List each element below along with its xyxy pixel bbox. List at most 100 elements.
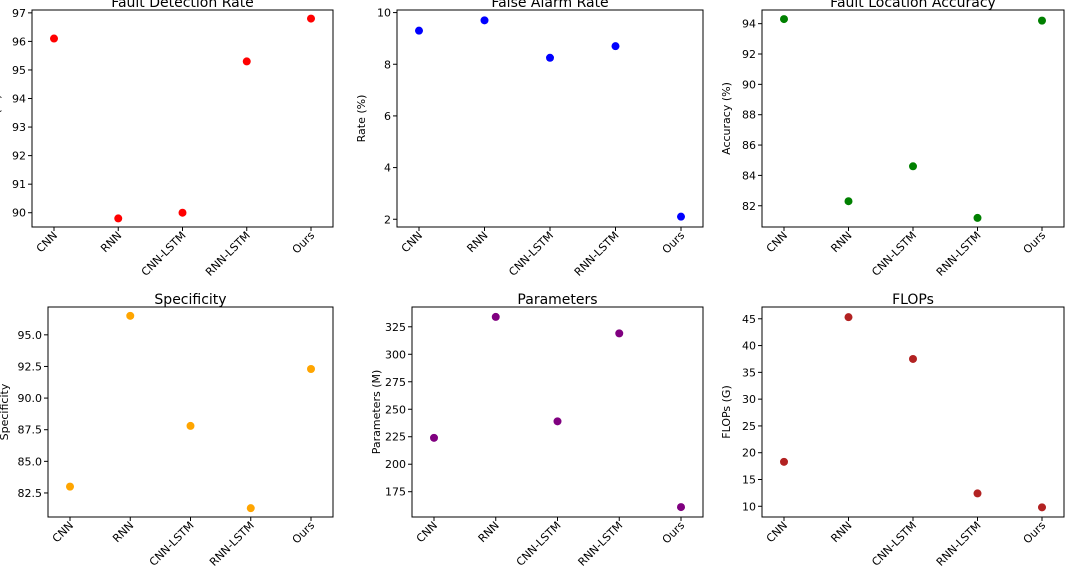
data-point (677, 212, 685, 221)
y-tick-label: 20 (742, 447, 756, 460)
y-axis-label: Specificity (0, 383, 11, 440)
y-tick-label: 25 (742, 420, 756, 433)
y-tick-label: 92 (12, 150, 26, 163)
y-tick-label: 92 (742, 48, 756, 61)
data-point (415, 26, 423, 35)
y-tick-label: 94 (742, 18, 756, 31)
data-point (186, 421, 195, 430)
data-point (553, 417, 562, 426)
x-tick-label: RNN-LSTM (934, 519, 984, 569)
chart-title: Fault Detection Rate (111, 0, 254, 11)
x-tick-label: RNN-LSTM (576, 519, 626, 569)
y-tick-label: 300 (385, 348, 406, 361)
y-axis-label: Parameters (M) (370, 370, 383, 455)
y-tick-label: 90 (12, 207, 26, 220)
data-point (430, 433, 438, 442)
y-tick-label: 87.5 (18, 424, 43, 437)
x-tick-label: RNN-LSTM (203, 229, 253, 279)
data-point (114, 214, 123, 223)
data-point (611, 42, 620, 51)
y-tick-label: 2 (384, 213, 391, 226)
x-tick-label: Ours (1021, 229, 1049, 257)
x-tick-label: CNN-LSTM (869, 519, 919, 569)
y-tick-label: 8 (384, 58, 391, 71)
y-tick-label: 90 (742, 78, 756, 91)
axes-frame (761, 9, 1065, 228)
y-tick-label: 90.0 (18, 392, 43, 405)
x-tick-label: RNN (464, 229, 490, 255)
x-tick-label: CNN (34, 229, 60, 255)
data-point (973, 213, 982, 222)
y-tick-label: 94 (12, 93, 26, 106)
x-tick-label: RNN (98, 229, 124, 255)
data-point (780, 15, 788, 24)
x-tick-label: CNN-LSTM (869, 229, 919, 279)
y-tick-label: 15 (742, 474, 756, 487)
x-tick-label: RNN-LSTM (207, 519, 257, 569)
x-tick-label: CNN-LSTM (506, 229, 556, 279)
y-axis-label: FLOPs (G) (720, 385, 733, 439)
data-point (66, 482, 74, 491)
y-tick-label: 35 (742, 366, 756, 379)
data-point (780, 457, 788, 466)
chart-title: Specificity (154, 292, 226, 308)
axes-frame (761, 306, 1065, 518)
y-tick-label: 325 (385, 321, 406, 334)
x-tick-label: RNN (110, 519, 136, 545)
y-tick-label: 4 (384, 162, 391, 175)
data-point (973, 489, 982, 498)
y-axis-label: Rate (%) (0, 95, 3, 143)
subplot-3: Specificity 82.5 85.0 87.5 90.0 92.5 95.0 Speci… (0, 292, 334, 569)
data-point (677, 503, 685, 512)
subplot-5: FLOPs 10 15 20 25 30 35 40 45 FLOPs (G) CNN RNN CNN-… (720, 292, 1065, 569)
y-tick-label: 88 (742, 109, 756, 122)
y-axis-label: Accuracy (%) (720, 82, 733, 155)
x-tick-label: RNN (828, 519, 854, 545)
data-point (307, 364, 315, 373)
subplot-2: Fault Location Accuracy 82 84 86 88 90 92 94 Acc… (720, 0, 1065, 279)
y-tick-label: 84 (742, 169, 756, 182)
y-tick-label: 96 (12, 35, 26, 48)
chart-title: Parameters (517, 292, 597, 308)
y-tick-label: 10 (377, 7, 391, 20)
y-tick-label: 92.5 (18, 360, 43, 373)
axes-frame (31, 9, 334, 228)
axes-frame (396, 9, 704, 228)
y-tick-label: 93 (12, 121, 26, 134)
y-tick-label: 82.5 (18, 487, 43, 500)
x-tick-label: Ours (660, 229, 688, 257)
data-point (546, 53, 554, 62)
x-tick-label: Ours (1021, 519, 1049, 547)
axes-frame (47, 306, 334, 518)
x-tick-label: CNN-LSTM (147, 519, 197, 569)
y-tick-label: 86 (742, 139, 756, 152)
y-tick-label: 82 (742, 200, 756, 213)
axes-frame (411, 306, 704, 518)
subplot-1: False Alarm Rate 2 4 6 8 10 Rate (%) CNN RNN CNN-… (355, 0, 704, 279)
subplot-0: Fault Detection Rate 90 91 92 93 94 95 96 97 Rate… (0, 0, 334, 279)
data-point (246, 504, 255, 513)
chart-title: Fault Location Accuracy (830, 0, 996, 11)
x-tick-label: RNN (476, 519, 502, 545)
y-tick-label: 95 (12, 64, 26, 77)
x-tick-label: CNN (399, 229, 425, 255)
x-tick-label: CNN (764, 229, 790, 255)
data-point (615, 329, 624, 338)
y-tick-label: 175 (385, 486, 406, 499)
y-tick-label: 85.0 (18, 455, 43, 468)
y-tick-label: 30 (742, 393, 756, 406)
data-point (909, 354, 917, 363)
x-tick-label: CNN (414, 519, 440, 545)
x-tick-label: CNN-LSTM (514, 519, 564, 569)
data-point (50, 34, 58, 43)
x-tick-label: CNN (764, 519, 790, 545)
x-tick-label: RNN-LSTM (934, 229, 984, 279)
x-tick-label: RNN-LSTM (572, 229, 622, 279)
x-tick-label: CNN (50, 519, 76, 545)
data-point (178, 208, 187, 217)
data-point (909, 162, 917, 171)
data-point (126, 311, 135, 320)
data-point (491, 312, 500, 321)
data-point (844, 313, 853, 322)
